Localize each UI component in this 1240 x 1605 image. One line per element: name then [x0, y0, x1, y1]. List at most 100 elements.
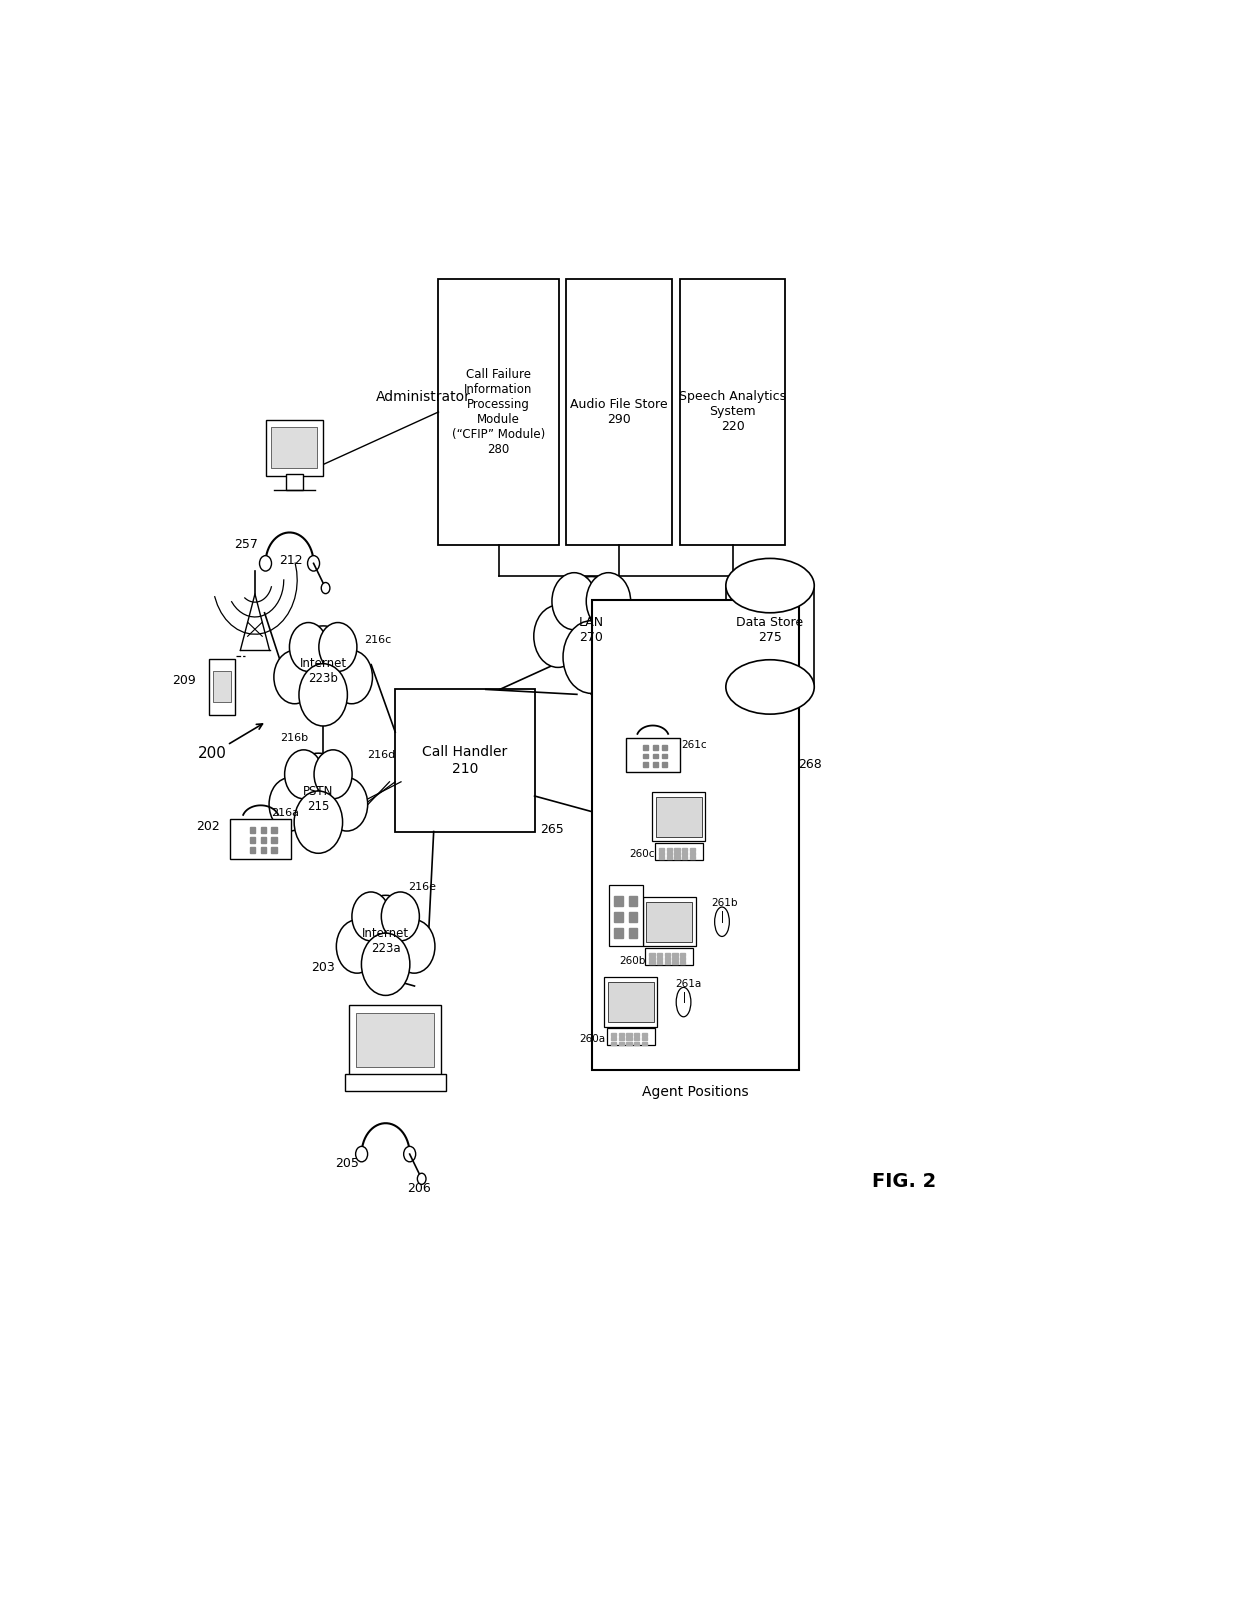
- Text: Internet
223b: Internet 223b: [300, 658, 347, 685]
- Bar: [439, 279, 558, 544]
- Bar: [250, 847, 255, 852]
- Circle shape: [356, 1146, 367, 1162]
- Bar: [642, 897, 696, 947]
- Bar: [644, 753, 649, 759]
- Bar: [680, 279, 785, 544]
- Bar: [689, 852, 696, 855]
- Bar: [642, 1037, 647, 1040]
- Text: 260c: 260c: [630, 849, 655, 859]
- Bar: [652, 745, 657, 750]
- Circle shape: [361, 933, 410, 995]
- Circle shape: [331, 650, 372, 703]
- Text: 216a: 216a: [270, 807, 299, 819]
- Bar: [229, 819, 291, 859]
- Bar: [606, 1029, 655, 1045]
- Bar: [626, 1034, 631, 1037]
- Circle shape: [326, 778, 368, 831]
- Text: Audio File Store
290: Audio File Store 290: [570, 398, 668, 425]
- Bar: [681, 957, 686, 960]
- Bar: [634, 1034, 640, 1037]
- Bar: [667, 855, 672, 859]
- Bar: [272, 427, 317, 469]
- Circle shape: [552, 573, 596, 629]
- Bar: [250, 838, 255, 843]
- Bar: [689, 855, 696, 859]
- Bar: [650, 957, 655, 960]
- Bar: [611, 1042, 616, 1045]
- Bar: [260, 838, 267, 843]
- Bar: [645, 949, 693, 965]
- Circle shape: [289, 623, 327, 671]
- Text: 205: 205: [335, 1157, 360, 1170]
- Circle shape: [533, 605, 583, 668]
- Bar: [681, 961, 686, 965]
- Circle shape: [319, 623, 357, 671]
- Text: 202: 202: [196, 820, 219, 833]
- Circle shape: [563, 621, 620, 693]
- Circle shape: [295, 626, 352, 700]
- Bar: [682, 847, 687, 851]
- Bar: [604, 977, 657, 1027]
- Text: 216b: 216b: [280, 732, 309, 743]
- Ellipse shape: [714, 907, 729, 936]
- Circle shape: [600, 605, 649, 668]
- Bar: [665, 961, 670, 965]
- Bar: [667, 847, 672, 851]
- Text: Administrator: Administrator: [376, 390, 471, 403]
- Circle shape: [285, 750, 322, 799]
- Text: Call Handler
210: Call Handler 210: [423, 745, 507, 775]
- Bar: [658, 847, 665, 851]
- Bar: [655, 843, 703, 860]
- Text: 261c: 261c: [681, 740, 707, 750]
- Bar: [725, 586, 815, 687]
- Bar: [672, 957, 678, 960]
- Circle shape: [259, 555, 272, 571]
- Bar: [250, 828, 255, 833]
- Bar: [681, 953, 686, 955]
- Bar: [646, 902, 692, 942]
- Text: 216d: 216d: [367, 750, 396, 759]
- Text: 261b: 261b: [712, 899, 738, 908]
- Text: 268: 268: [799, 758, 822, 772]
- Bar: [593, 600, 799, 1071]
- Bar: [611, 1037, 616, 1040]
- Ellipse shape: [725, 559, 815, 613]
- Text: 261a: 261a: [676, 979, 702, 989]
- Circle shape: [308, 555, 320, 571]
- Circle shape: [290, 753, 347, 827]
- Circle shape: [352, 892, 389, 941]
- Bar: [609, 884, 644, 947]
- Bar: [682, 855, 687, 859]
- Bar: [689, 847, 696, 851]
- Bar: [642, 1034, 647, 1037]
- Text: 203: 203: [311, 961, 335, 974]
- Circle shape: [418, 1173, 427, 1184]
- Bar: [657, 961, 662, 965]
- Bar: [629, 896, 637, 905]
- Bar: [656, 796, 702, 836]
- Bar: [272, 847, 277, 852]
- Bar: [644, 745, 649, 750]
- Text: Data Store
275: Data Store 275: [737, 616, 804, 644]
- Bar: [644, 762, 649, 767]
- Text: Agent Positions: Agent Positions: [642, 1085, 749, 1099]
- Bar: [682, 852, 687, 855]
- Text: 206: 206: [408, 1183, 432, 1196]
- Bar: [611, 1034, 616, 1037]
- Text: 216e: 216e: [408, 883, 436, 892]
- Circle shape: [587, 573, 631, 629]
- Bar: [614, 912, 622, 921]
- Bar: [629, 928, 637, 937]
- Bar: [672, 953, 678, 955]
- Bar: [642, 1042, 647, 1045]
- Bar: [650, 961, 655, 965]
- Bar: [657, 953, 662, 955]
- Bar: [672, 961, 678, 965]
- Bar: [667, 852, 672, 855]
- Bar: [619, 1034, 624, 1037]
- Bar: [665, 957, 670, 960]
- Bar: [662, 753, 667, 759]
- Text: 260b: 260b: [620, 957, 646, 966]
- Text: 265: 265: [539, 823, 564, 836]
- Text: 260a: 260a: [579, 1034, 605, 1045]
